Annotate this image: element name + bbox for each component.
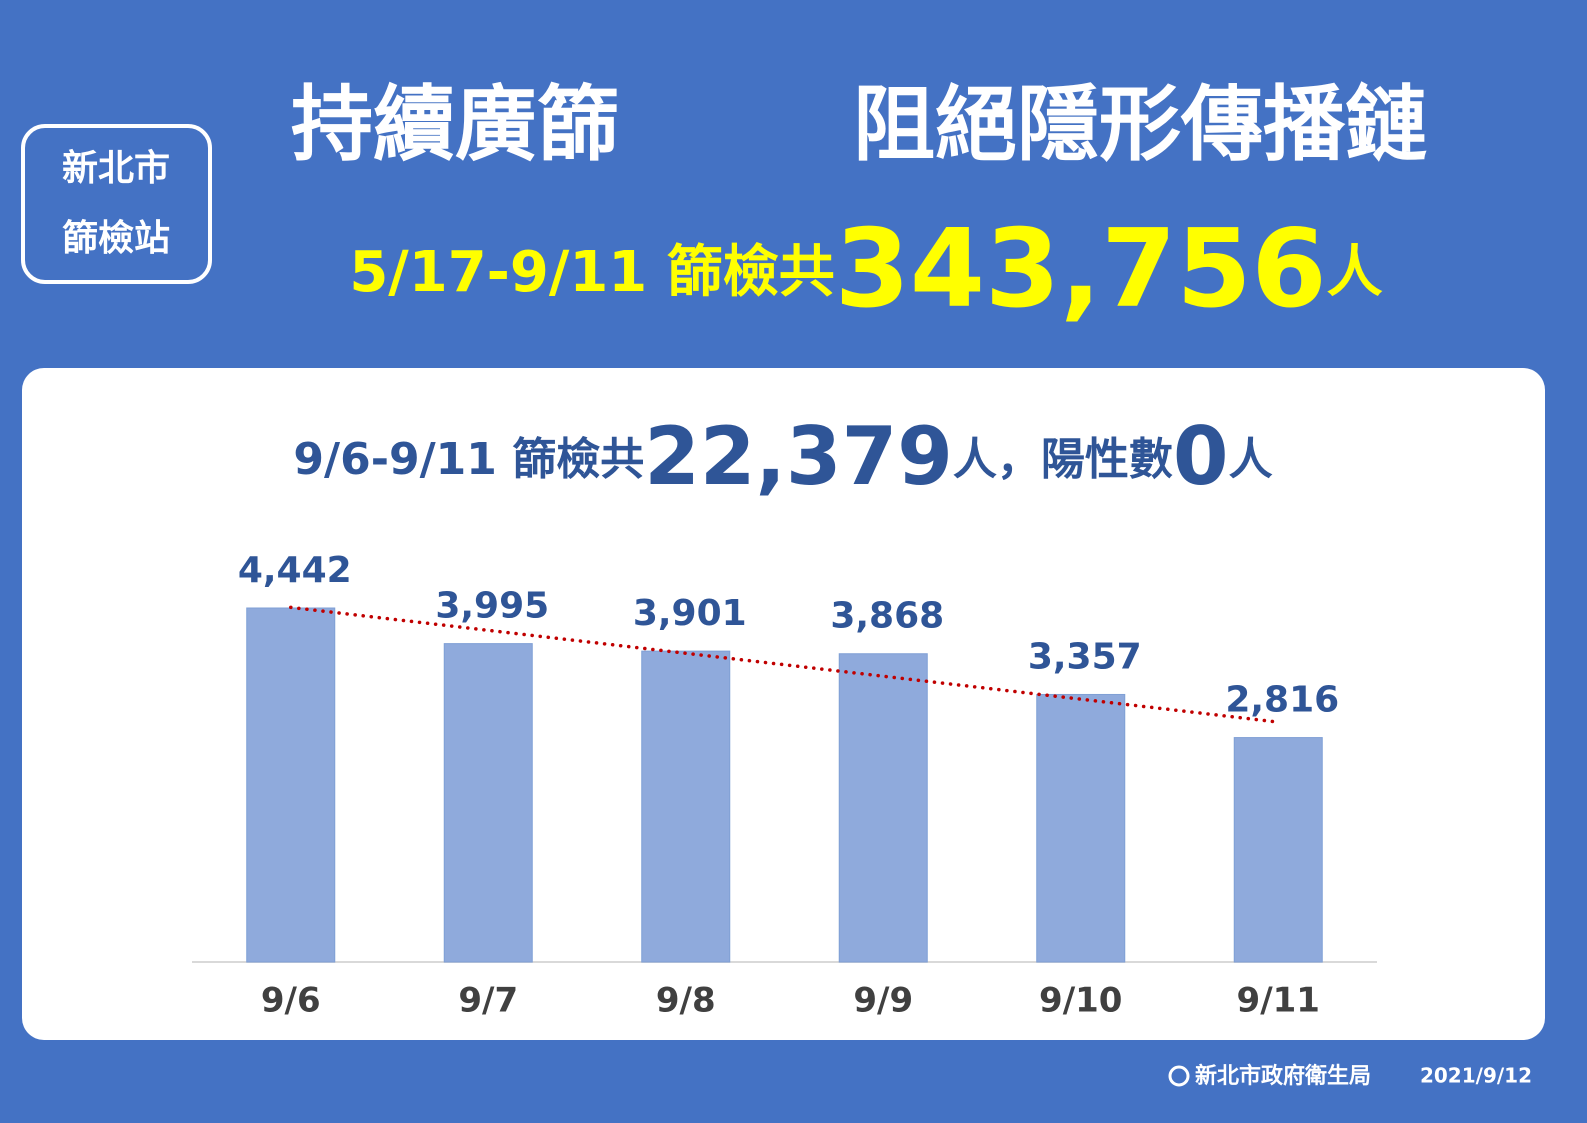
bar	[641, 650, 731, 963]
x-tick-label: 9/10	[1039, 981, 1122, 1021]
headline-total: 343,756	[835, 207, 1327, 332]
badge-frame	[21, 124, 212, 284]
headline-unit: 人	[1327, 240, 1383, 305]
headline-period: 5/17-9/11 篩檢共	[349, 240, 834, 305]
logo	[1168, 1065, 1190, 1087]
subtitle-positive: 0	[1173, 410, 1229, 503]
x-tick-label: 9/9	[853, 981, 913, 1021]
footer-agency: 新北市政府衛生局	[1195, 1063, 1371, 1089]
bar	[838, 653, 928, 963]
chart-subtitle: 9/6-9/11 篩檢共22,379人，陽性數0人	[293, 410, 1272, 503]
value-label: 3,357	[1028, 636, 1142, 677]
bar	[1036, 693, 1126, 963]
footer-date: 2021/9/12	[1420, 1064, 1532, 1088]
subtitle-total: 22,379	[644, 410, 953, 503]
headline: 5/17-9/11 篩檢共343,756人	[349, 207, 1382, 332]
title: 阻絕隱形傳播鏈	[853, 77, 1427, 172]
badge-text: 篩檢站	[62, 217, 170, 259]
value-label: 2,816	[1225, 680, 1339, 721]
chart-panel	[22, 368, 1545, 1040]
x-tick-label: 9/7	[458, 981, 518, 1021]
value-label: 4,442	[238, 550, 352, 591]
value-label: 3,868	[830, 596, 944, 637]
bar	[443, 643, 533, 963]
x-tick-label: 9/11	[1237, 981, 1320, 1021]
badge-text: 新北市	[62, 148, 170, 189]
bar	[246, 607, 336, 963]
subtitle-middle: 人，陽性數	[953, 434, 1173, 485]
title: 持續廣篩	[291, 77, 619, 172]
value-label: 3,901	[633, 593, 747, 634]
x-tick-label: 9/6	[261, 981, 321, 1021]
subtitle-period: 9/6-9/11 篩檢共	[293, 434, 644, 485]
plot: 4,442 9/6 3,995 9/7 3,901 9/8 3,868 9/9 3,357 9/1…	[238, 550, 1339, 1021]
value-label: 3,995	[435, 586, 549, 627]
subtitle-unit: 人	[1229, 434, 1273, 485]
x-tick-label: 9/8	[656, 981, 716, 1021]
bar	[1233, 737, 1323, 963]
